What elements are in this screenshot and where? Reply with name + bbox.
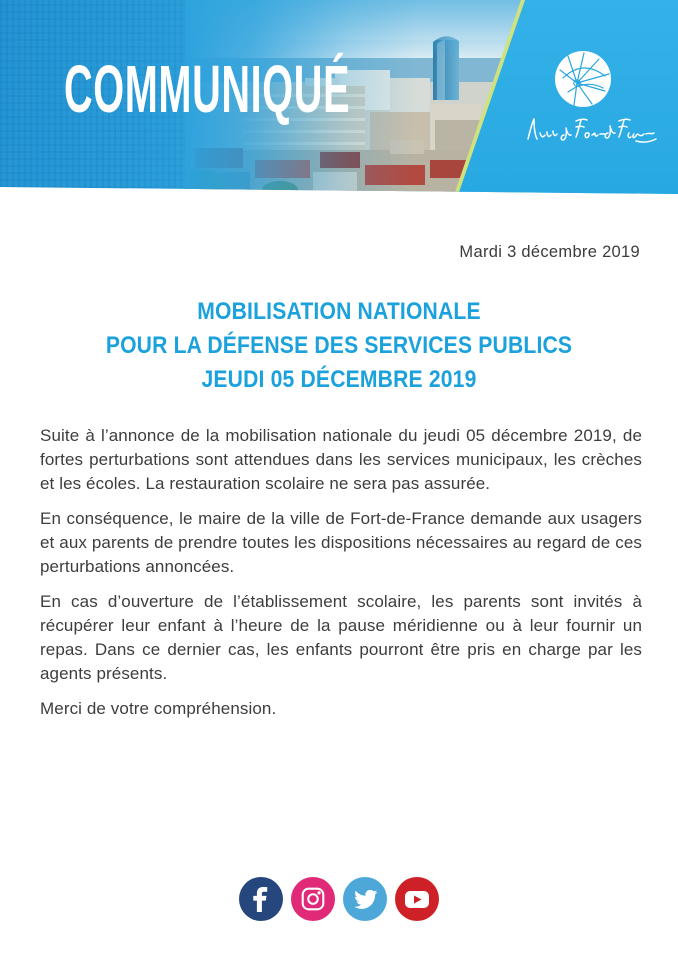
twitter-icon	[353, 889, 377, 909]
title-line-3: JEUDI 05 DÉCEMBRE 2019	[201, 366, 477, 393]
facebook-icon	[253, 887, 268, 912]
instagram-button[interactable]	[291, 877, 335, 921]
paragraph-announcement: Suite à l’annonce de la mobilisation nat…	[40, 426, 642, 493]
date-line: Mardi 3 décembre 2019	[459, 243, 640, 261]
title-line-2: POUR LA DÉFENSE DES SERVICES PUBLICS	[105, 332, 573, 359]
title-line-1: MOBILISATION NATIONALE	[197, 298, 481, 325]
youtube-button[interactable]	[395, 877, 439, 921]
banner-title: COMMUNIQUÉ	[64, 51, 351, 127]
body-text: Suite à l’annonce de la mobilisation nat…	[40, 424, 642, 732]
instagram-icon	[301, 887, 325, 911]
paragraph-instructions: En cas d’ouverture de l’établissement sc…	[40, 592, 642, 683]
twitter-button[interactable]	[343, 877, 387, 921]
city-logo-icon	[555, 51, 611, 107]
header-banner: COMMUNIQUÉ	[0, 0, 678, 194]
facebook-button[interactable]	[239, 877, 283, 921]
document-title: MOBILISATION NATIONALE POUR LA DÉFENSE D…	[41, 295, 638, 397]
paragraph-consequence: En conséquence, le maire de la ville de …	[40, 509, 642, 576]
youtube-icon	[405, 891, 429, 908]
paragraph-thanks: Merci de votre compréhension.	[40, 699, 277, 718]
signature-text	[527, 118, 657, 143]
social-links-bar	[0, 877, 678, 921]
